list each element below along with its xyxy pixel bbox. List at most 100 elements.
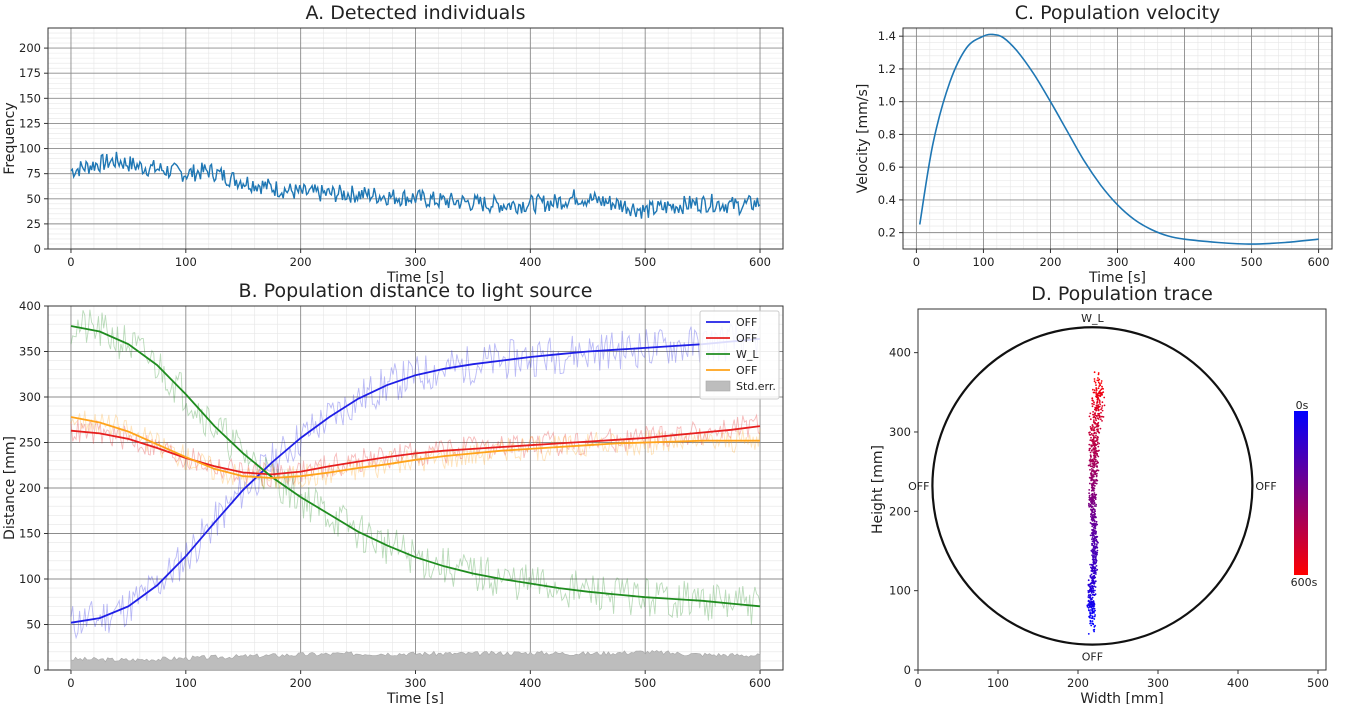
panel-d-trace-point [1093, 456, 1096, 459]
panel-d-trace-point [1091, 525, 1094, 528]
panel-d-trace-point [1089, 497, 1091, 499]
panel-d-trace-point [1089, 454, 1092, 457]
panel-d-trace-point [1092, 391, 1095, 394]
panel-d-y-axis-label: Height [mm] [870, 445, 886, 534]
panel-d-trace-point [1091, 445, 1093, 447]
panel-d-trace-point [1093, 470, 1096, 473]
panel-d-trace-point [1099, 427, 1102, 430]
panel-d-trace-point [1090, 567, 1093, 569]
panel-a-ytick-label: 125 [19, 116, 41, 130]
panel-a-ytick-label: 175 [19, 66, 41, 80]
panel-d-trace-point [1097, 373, 1100, 376]
panel-d-trace-point [1099, 403, 1102, 406]
panel-d-trace-point [1092, 413, 1094, 416]
panel-d-trace-point [1088, 489, 1091, 491]
panel-d-trace-point [1101, 420, 1103, 422]
panel-d-trace-point [1100, 388, 1103, 391]
panel-d-trace-point [1089, 504, 1092, 507]
panel-d-trace-point [1089, 451, 1092, 454]
panel-b-legend-label-2: W_L [736, 348, 759, 361]
panel-b-legend-swatch-band [705, 380, 731, 392]
panel-d-trace-point [1097, 418, 1100, 420]
panel-d-trace-point [1097, 455, 1100, 458]
panel-d-trace-point [1094, 580, 1097, 583]
panel-d-trace-point [1096, 472, 1098, 475]
panel-c-ytick-label: 1.2 [878, 62, 896, 76]
panel-d-trace-point [1094, 586, 1097, 588]
panel-d-trace-point [1091, 609, 1094, 611]
panel-d-xtick-label: 0 [914, 676, 921, 690]
panel-d-trace-point [1089, 465, 1092, 468]
panel-d-trace-point [1091, 484, 1093, 487]
panel-d-trace-point [1093, 626, 1096, 628]
panel-a-ytick-label: 100 [19, 142, 41, 156]
panel-d-xtick-label: 400 [1227, 676, 1249, 690]
panel-c-ytick-label: 0.8 [878, 127, 896, 141]
panel-d-trace-point [1088, 449, 1091, 452]
panel-d-trace-point [1091, 579, 1093, 582]
panel-d-trace-point [1086, 605, 1089, 608]
panel-b-ytick-label: 50 [26, 618, 41, 632]
panel-d-trace-point [1093, 440, 1096, 442]
panel-b-legend-box [699, 310, 780, 400]
panel-a-ytick-label: 75 [26, 167, 41, 181]
panel-b-title: B. Population distance to light source [239, 280, 593, 302]
panel-d-trace-point [1091, 554, 1093, 557]
panel-b-std-err-band [70, 650, 761, 671]
panel-d-trace-point [1090, 617, 1093, 619]
panel-d-trace-point [1090, 581, 1093, 584]
panel-d-trace-point [1093, 408, 1096, 411]
panel-d-trace-point [1096, 523, 1099, 526]
panel-d-trace-point [1098, 394, 1100, 397]
panel-d-trace-point [1095, 478, 1097, 481]
panel-d-trace-point [1094, 496, 1097, 499]
panel-d-trace-point [1092, 579, 1095, 582]
panel-d-trace-point [1097, 372, 1100, 374]
panel-a-xtick-label: 300 [405, 255, 427, 269]
panel-d-trace-point [1088, 609, 1090, 612]
panel-d-trace-point [1091, 593, 1094, 596]
panel-d-trace-point [1093, 389, 1096, 392]
panel-d-trace-point [1087, 594, 1090, 597]
panel-d-trace-point [1095, 404, 1098, 407]
panel-d-trace-point [1100, 411, 1102, 414]
panel-d-trace-point [1093, 524, 1096, 527]
panel-d-trace-point [1093, 445, 1096, 448]
panel-d-trace-point [1096, 393, 1098, 396]
panel-d-trace-point [1090, 573, 1093, 576]
panel-d-trace-point [1095, 406, 1098, 409]
panel-d-trace-point [1095, 432, 1097, 434]
panel-d-trace-point [1088, 415, 1091, 418]
panel-d-trace-point [1100, 415, 1102, 418]
panel-b-legend-label-0: OFF [736, 316, 757, 329]
panel-d-trace-point [1089, 622, 1091, 625]
panel-d-trace-point [1095, 389, 1098, 391]
panel-d-trace-point [1090, 486, 1093, 489]
panel-b-x-axis-label: Time [s] [386, 691, 444, 704]
panel-d-trace-point [1093, 492, 1096, 494]
panel-d-trace-point [1093, 371, 1096, 374]
panel-d-trace-point [1094, 381, 1097, 384]
panel-a-xtick-label: 500 [634, 255, 656, 269]
panel-d-trace-point [1088, 482, 1091, 485]
panel-d-trace-point [1096, 435, 1099, 438]
panel-d-trace-point [1090, 475, 1093, 477]
panel-d-trace-point [1098, 402, 1101, 404]
panel-d-trace-point [1093, 630, 1095, 633]
panel-d-trace-point [1097, 541, 1099, 544]
panel-c-xtick-label: 400 [1174, 255, 1196, 269]
panel-d-trace-point [1092, 436, 1095, 439]
panel-c-ytick-label: 1.0 [878, 95, 896, 109]
panel-d-trace-point [1094, 614, 1096, 616]
panel-d-ytick-label: 300 [889, 425, 911, 439]
panel-d-trace-point [1093, 442, 1096, 445]
panel-d-trace-point [1099, 394, 1102, 397]
panel-d-trace-point [1089, 611, 1091, 614]
panel-d-trace-point [1097, 377, 1099, 379]
panel-d-trace-point [1092, 537, 1094, 540]
panel-b-xtick-label: 100 [175, 676, 197, 690]
panel-d-trace-point [1091, 405, 1094, 408]
panel-c-xtick-label: 300 [1107, 255, 1129, 269]
panel-d-trace-point [1090, 459, 1092, 462]
panel-d-trace-point [1088, 596, 1090, 599]
